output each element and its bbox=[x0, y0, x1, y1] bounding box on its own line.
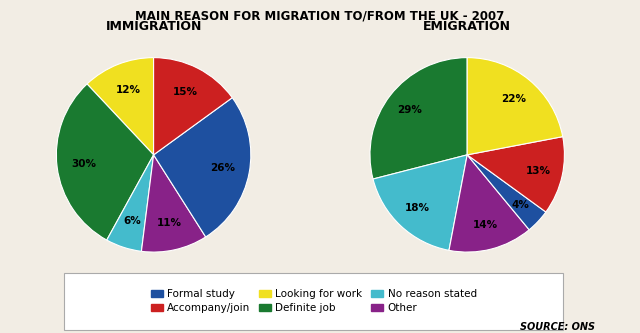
Text: 29%: 29% bbox=[397, 105, 422, 115]
Wedge shape bbox=[373, 155, 467, 250]
Text: 22%: 22% bbox=[501, 94, 526, 104]
Text: 12%: 12% bbox=[115, 85, 140, 95]
Text: MAIN REASON FOR MIGRATION TO/FROM THE UK - 2007: MAIN REASON FOR MIGRATION TO/FROM THE UK… bbox=[136, 10, 504, 23]
Wedge shape bbox=[449, 155, 529, 252]
Title: IMMIGRATION: IMMIGRATION bbox=[106, 20, 202, 33]
Text: 11%: 11% bbox=[156, 218, 181, 228]
Wedge shape bbox=[370, 58, 467, 179]
Wedge shape bbox=[467, 155, 546, 230]
Legend: Formal study, Accompany/join, Looking for work, Definite job, No reason stated, : Formal study, Accompany/join, Looking fo… bbox=[147, 286, 480, 317]
Text: 13%: 13% bbox=[526, 166, 551, 176]
Wedge shape bbox=[107, 155, 154, 251]
Wedge shape bbox=[56, 84, 154, 240]
Wedge shape bbox=[467, 137, 564, 212]
Wedge shape bbox=[154, 98, 251, 237]
Text: 18%: 18% bbox=[404, 203, 430, 213]
Text: 15%: 15% bbox=[173, 88, 198, 98]
Title: EMIGRATION: EMIGRATION bbox=[423, 20, 511, 33]
FancyBboxPatch shape bbox=[64, 273, 563, 330]
Text: 30%: 30% bbox=[72, 159, 97, 168]
Text: SOURCE: ONS: SOURCE: ONS bbox=[520, 322, 595, 332]
Wedge shape bbox=[154, 58, 232, 155]
Wedge shape bbox=[87, 58, 154, 155]
Text: 4%: 4% bbox=[511, 200, 529, 210]
Text: 6%: 6% bbox=[123, 216, 141, 226]
Text: 14%: 14% bbox=[473, 220, 498, 230]
Text: 26%: 26% bbox=[210, 163, 235, 173]
Wedge shape bbox=[467, 58, 563, 155]
Wedge shape bbox=[141, 155, 205, 252]
